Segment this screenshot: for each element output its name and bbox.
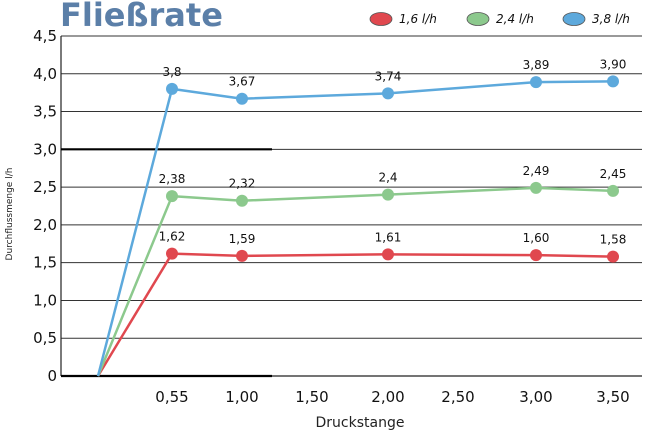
chart-title: Fließrate — [60, 0, 223, 34]
legend-entry: 2,4 l/h — [496, 12, 534, 26]
data-point — [166, 82, 178, 95]
data-label: 3,8 — [162, 65, 181, 79]
data-point — [236, 194, 248, 207]
data-point — [236, 92, 248, 105]
series-line-2 — [96, 186, 614, 377]
data-point — [530, 76, 542, 89]
series-line-3 — [96, 80, 614, 377]
data-label: 1,61 — [375, 230, 402, 244]
y-axis-title: Durchflussmenge l/h — [5, 168, 15, 261]
legend-swatch — [369, 12, 393, 26]
y-tick-label: 4,5 — [33, 27, 57, 45]
data-point — [382, 87, 394, 100]
y-tick-label: 3,0 — [33, 140, 57, 158]
x-tick-label: 3,00 — [519, 388, 552, 406]
data-label: 2,4 — [378, 171, 397, 185]
data-point — [607, 250, 619, 263]
legend-swatch — [562, 12, 586, 26]
y-tick-label: 2,0 — [33, 216, 57, 234]
data-label: 2,49 — [523, 164, 550, 178]
data-label: 3,67 — [229, 75, 256, 89]
series-layer — [96, 75, 619, 377]
data-point — [236, 249, 248, 262]
x-tick-label: 3,50 — [596, 388, 629, 406]
data-point — [382, 248, 394, 261]
data-label: 1,59 — [229, 232, 256, 246]
legend-swatch — [466, 12, 490, 26]
y-tick-label: 1,5 — [33, 254, 57, 272]
data-label: 3,89 — [523, 58, 550, 72]
data-label: 1,58 — [600, 233, 627, 247]
x-tick-label: 1,00 — [225, 388, 258, 406]
legend-entry: 3,8 l/h — [592, 12, 630, 26]
data-point — [607, 75, 619, 88]
y-tick-label: 3,5 — [33, 103, 57, 121]
x-tick-label: 2,50 — [441, 388, 474, 406]
data-label: 1,60 — [523, 231, 550, 245]
y-tick-label: 0 — [47, 367, 57, 385]
series-line-1 — [96, 252, 614, 377]
x-tick-label: 1,50 — [295, 388, 328, 406]
y-tick-label: 0,5 — [33, 329, 57, 347]
data-point — [382, 188, 394, 201]
data-point — [530, 249, 542, 262]
data-point — [607, 184, 619, 197]
data-point — [530, 181, 542, 194]
y-tick-label: 1,0 — [33, 291, 57, 309]
data-point — [166, 190, 178, 203]
x-tick-label: 0,55 — [155, 388, 188, 406]
data-label: 2,32 — [229, 177, 256, 191]
legend-entry: 1,6 l/h — [399, 12, 437, 26]
data-label: 3,74 — [375, 69, 402, 83]
y-tick-label: 2,5 — [33, 178, 57, 196]
data-label: 2,45 — [600, 167, 627, 181]
legend: 1,6 l/h 2,4 l/h 3,8 l/h — [369, 12, 630, 26]
data-label: 3,90 — [600, 57, 627, 71]
data-point — [166, 247, 178, 260]
x-axis-title: Druckstange — [316, 415, 405, 431]
axis-layer: 0 0,5 1,0 1,5 2,0 2,5 3,0 3,5 4,0 4,5 0,55 1,00 1,50… — [5, 27, 642, 431]
y-tick-label: 4,0 — [33, 65, 57, 83]
x-tick-label: 2,00 — [371, 388, 404, 406]
data-label: 2,38 — [159, 172, 186, 186]
label-layer: 1,62 1,59 1,61 1,60 1,58 2,38 2,32 2,4 2,49 2,45 3… — [159, 57, 627, 246]
data-label: 1,62 — [159, 230, 186, 244]
